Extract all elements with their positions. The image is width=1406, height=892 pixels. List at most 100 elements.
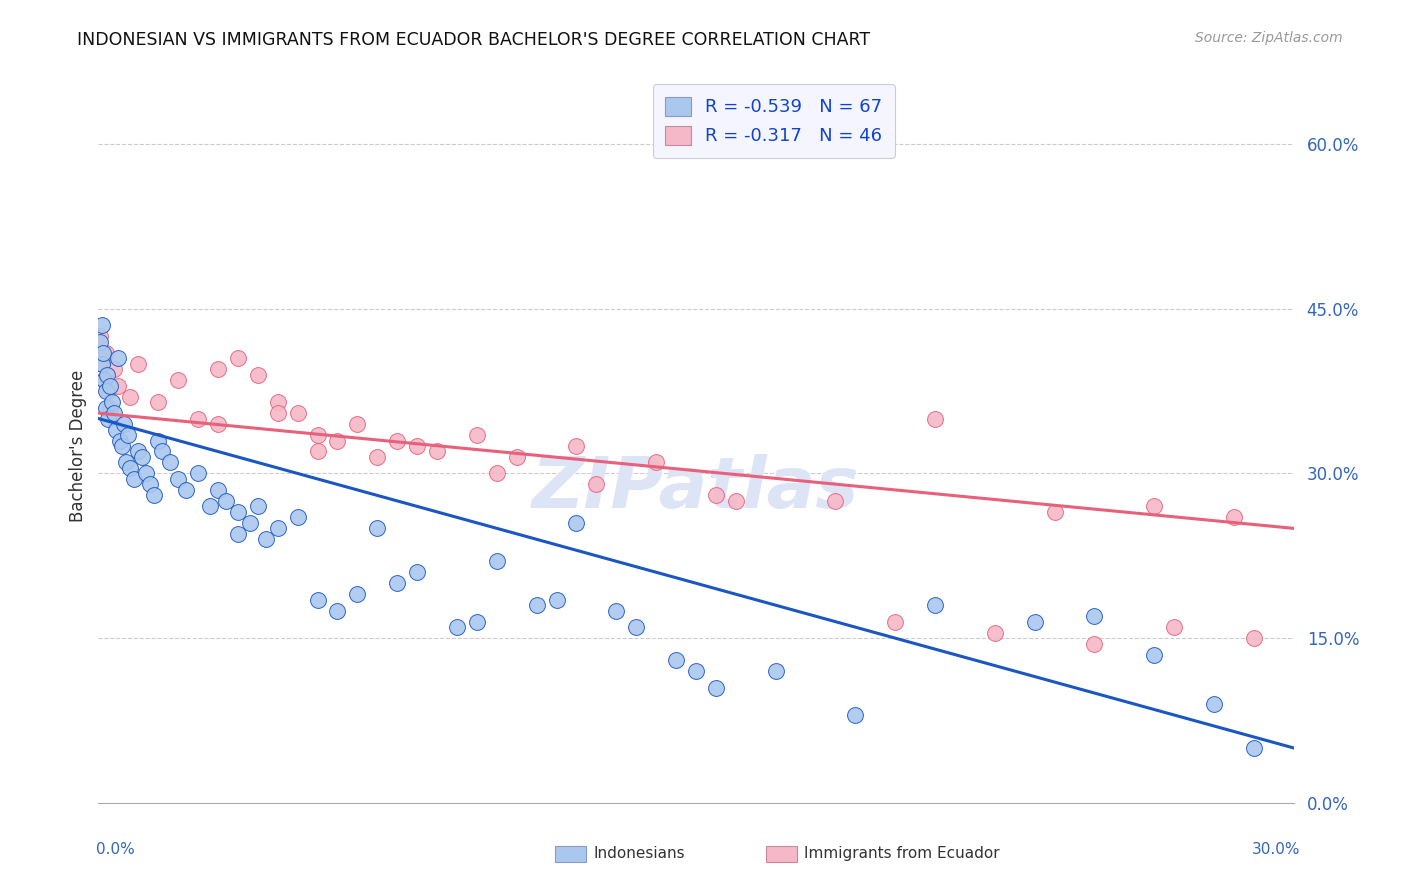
- Point: [96, 345, 118, 359]
- Point: [685, 664, 707, 678]
- Point: [120, 390, 142, 404]
- Point: [984, 625, 1007, 640]
- Point: [765, 664, 787, 678]
- Point: [89, 334, 111, 349]
- Point: [94, 384, 117, 398]
- Point: [267, 406, 290, 420]
- Point: [267, 521, 290, 535]
- Point: [105, 423, 128, 437]
- Point: [226, 505, 249, 519]
- Point: [96, 401, 118, 415]
- Point: [546, 592, 568, 607]
- Point: [366, 521, 388, 535]
- Point: [1024, 615, 1046, 629]
- Point: [346, 417, 368, 431]
- Point: [239, 516, 262, 530]
- Point: [884, 615, 907, 629]
- Point: [924, 411, 946, 425]
- Point: [98, 401, 122, 415]
- Point: [96, 368, 118, 382]
- Point: [187, 467, 209, 481]
- Point: [93, 373, 115, 387]
- Point: [167, 472, 190, 486]
- Point: [148, 434, 170, 448]
- Point: [91, 318, 114, 333]
- Point: [346, 587, 368, 601]
- Point: [485, 554, 508, 568]
- Point: [89, 329, 111, 343]
- Point: [143, 488, 166, 502]
- Point: [724, 494, 747, 508]
- Point: [824, 494, 846, 508]
- Point: [1223, 510, 1246, 524]
- Point: [665, 653, 688, 667]
- Y-axis label: Bachelor's Degree: Bachelor's Degree: [69, 370, 87, 522]
- Point: [101, 395, 124, 409]
- Point: [526, 598, 548, 612]
- Point: [1163, 620, 1185, 634]
- Point: [131, 450, 153, 464]
- Point: [215, 494, 238, 508]
- Point: [246, 368, 269, 382]
- Point: [385, 576, 409, 591]
- Point: [924, 598, 946, 612]
- Point: [139, 477, 162, 491]
- Point: [307, 428, 329, 442]
- Point: [110, 434, 132, 448]
- Point: [150, 444, 173, 458]
- Point: [174, 483, 197, 497]
- Point: [207, 483, 229, 497]
- Point: [1143, 648, 1166, 662]
- Point: [485, 467, 508, 481]
- Point: [90, 357, 112, 371]
- Point: [107, 378, 129, 392]
- Point: [91, 345, 114, 359]
- Point: [117, 428, 139, 442]
- Point: [406, 439, 429, 453]
- Point: [124, 472, 146, 486]
- Text: Immigrants from Ecuador: Immigrants from Ecuador: [804, 847, 1000, 861]
- Text: 30.0%: 30.0%: [1253, 842, 1301, 856]
- Point: [406, 566, 429, 580]
- Text: 0.0%: 0.0%: [96, 842, 135, 856]
- Point: [187, 411, 209, 425]
- Text: Indonesians: Indonesians: [593, 847, 685, 861]
- Point: [465, 428, 488, 442]
- Point: [645, 455, 668, 469]
- Point: [246, 500, 269, 514]
- Point: [148, 395, 170, 409]
- Point: [127, 357, 149, 371]
- Point: [107, 351, 129, 366]
- Point: [1043, 505, 1066, 519]
- Point: [1083, 637, 1105, 651]
- Point: [97, 411, 120, 425]
- Point: [98, 378, 122, 392]
- Point: [326, 604, 349, 618]
- Point: [565, 439, 588, 453]
- Point: [844, 708, 866, 723]
- Point: [1083, 609, 1105, 624]
- Point: [115, 455, 138, 469]
- Point: [93, 373, 115, 387]
- Point: [704, 681, 727, 695]
- Point: [307, 444, 329, 458]
- Point: [585, 477, 607, 491]
- Point: [287, 510, 309, 524]
- Point: [207, 362, 229, 376]
- Point: [207, 417, 229, 431]
- Point: [446, 620, 468, 634]
- Point: [120, 461, 142, 475]
- Point: [287, 406, 309, 420]
- Point: [366, 450, 388, 464]
- Point: [426, 444, 449, 458]
- Text: INDONESIAN VS IMMIGRANTS FROM ECUADOR BACHELOR'S DEGREE CORRELATION CHART: INDONESIAN VS IMMIGRANTS FROM ECUADOR BA…: [77, 31, 870, 49]
- Point: [1202, 697, 1225, 711]
- Point: [605, 604, 627, 618]
- Point: [135, 467, 157, 481]
- Point: [198, 500, 221, 514]
- Point: [465, 615, 488, 629]
- Point: [226, 351, 249, 366]
- Point: [626, 620, 648, 634]
- Point: [385, 434, 409, 448]
- Point: [506, 450, 529, 464]
